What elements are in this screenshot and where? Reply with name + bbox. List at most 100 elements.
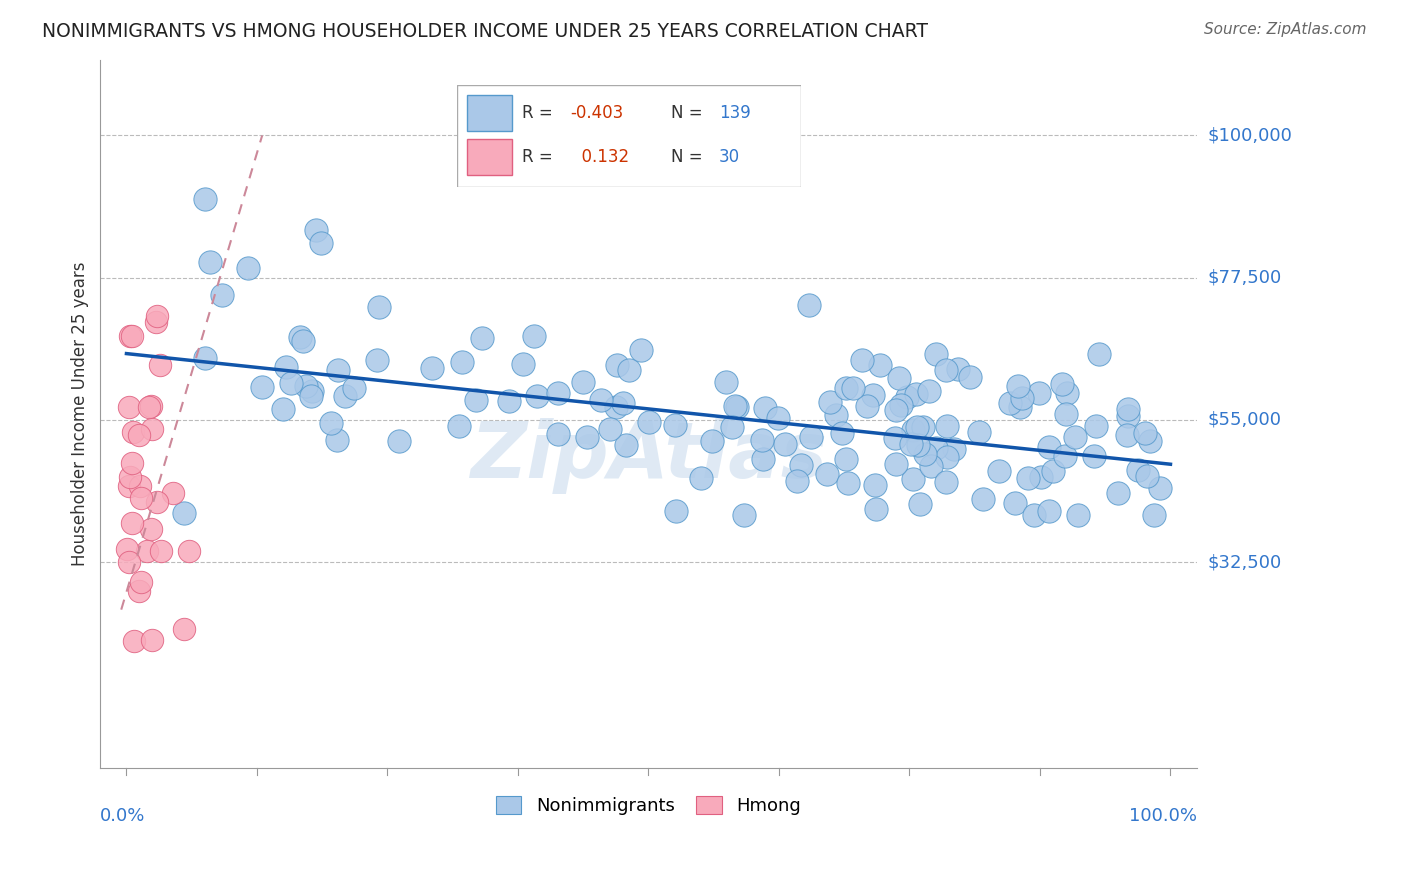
Text: 30: 30	[718, 147, 740, 166]
Point	[690, 471, 713, 485]
Point	[343, 381, 366, 395]
Point	[333, 389, 356, 403]
Point	[321, 416, 343, 430]
Text: 139: 139	[718, 104, 751, 122]
Text: -0.403: -0.403	[571, 104, 624, 122]
Point	[714, 375, 737, 389]
Point	[146, 495, 169, 509]
Point	[1038, 440, 1060, 454]
Point	[179, 544, 201, 558]
Point	[863, 478, 886, 492]
Point	[605, 401, 627, 415]
Point	[1053, 449, 1076, 463]
Point	[118, 469, 141, 483]
Point	[236, 261, 259, 276]
Point	[121, 516, 143, 530]
Point	[420, 361, 443, 376]
Point	[900, 437, 922, 451]
Point	[173, 506, 195, 520]
Point	[905, 387, 928, 401]
Point	[837, 475, 859, 490]
Point	[855, 399, 877, 413]
Point	[571, 375, 593, 389]
Point	[498, 393, 520, 408]
Text: $77,500: $77,500	[1208, 268, 1282, 286]
Point	[305, 223, 328, 237]
Point	[948, 362, 970, 376]
Point	[998, 396, 1021, 410]
Point	[768, 410, 790, 425]
Point	[831, 425, 853, 440]
Text: NONIMMIGRANTS VS HMONG HOUSEHOLDER INCOME UNDER 25 YEARS CORRELATION CHART: NONIMMIGRANTS VS HMONG HOUSEHOLDER INCOM…	[42, 22, 928, 41]
Point	[914, 447, 936, 461]
Point	[117, 400, 139, 414]
Point	[121, 329, 143, 343]
Point	[173, 622, 195, 636]
Point	[129, 479, 152, 493]
Point	[775, 437, 797, 451]
Point	[288, 330, 311, 344]
Point	[1143, 508, 1166, 522]
Point	[637, 415, 659, 429]
Point	[967, 425, 990, 439]
Point	[121, 425, 143, 439]
Point	[1054, 407, 1077, 421]
Point	[884, 402, 907, 417]
Point	[925, 347, 948, 361]
Point	[129, 575, 152, 590]
Point	[935, 475, 957, 489]
Point	[299, 388, 322, 402]
Point	[1011, 391, 1033, 405]
Point	[910, 497, 932, 511]
Point	[149, 543, 172, 558]
Point	[547, 386, 569, 401]
Text: ZipAtlas: ZipAtlas	[470, 418, 827, 494]
Text: R =: R =	[523, 104, 558, 122]
Point	[1083, 449, 1105, 463]
Point	[1115, 427, 1137, 442]
Point	[664, 417, 686, 432]
Point	[121, 456, 143, 470]
Point	[198, 255, 221, 269]
Point	[368, 300, 391, 314]
Point	[911, 419, 934, 434]
Point	[138, 400, 160, 414]
Text: R =: R =	[523, 147, 558, 166]
Point	[589, 392, 612, 407]
Point	[835, 452, 858, 467]
Text: 100.0%: 100.0%	[1129, 806, 1197, 824]
Point	[869, 358, 891, 372]
Point	[1149, 481, 1171, 495]
Point	[128, 583, 150, 598]
Point	[887, 370, 910, 384]
Point	[972, 492, 994, 507]
Point	[128, 428, 150, 442]
Point	[1107, 485, 1129, 500]
Point	[723, 399, 745, 413]
Point	[918, 384, 941, 399]
Text: $32,500: $32,500	[1208, 553, 1282, 571]
Text: 0.0%: 0.0%	[100, 806, 146, 824]
Point	[1004, 496, 1026, 510]
Point	[959, 370, 981, 384]
Point	[387, 434, 409, 448]
Point	[250, 380, 273, 394]
Text: N =: N =	[671, 147, 707, 166]
Point	[1067, 508, 1090, 522]
Point	[211, 287, 233, 301]
Point	[146, 309, 169, 323]
Point	[576, 430, 599, 444]
Point	[149, 358, 172, 372]
Point	[141, 632, 163, 647]
Point	[851, 352, 873, 367]
Point	[522, 328, 544, 343]
Point	[905, 420, 928, 434]
Point	[295, 378, 318, 392]
Point	[1007, 379, 1029, 393]
Point	[883, 431, 905, 445]
Point	[366, 353, 388, 368]
Point	[1085, 419, 1108, 434]
Point	[935, 363, 957, 377]
FancyBboxPatch shape	[457, 85, 801, 187]
Point	[309, 235, 332, 250]
